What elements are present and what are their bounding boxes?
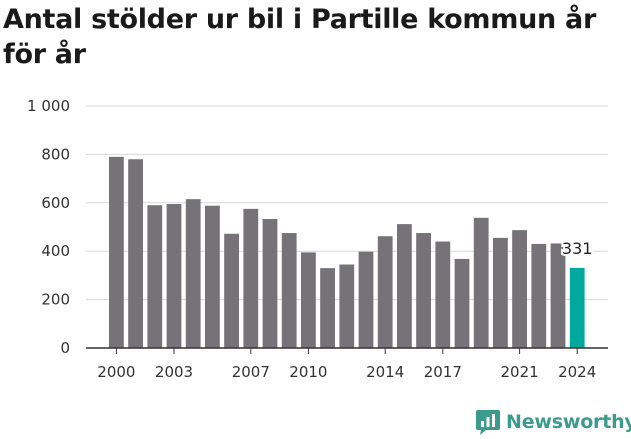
bar-2015 xyxy=(397,224,412,348)
bar-2004 xyxy=(185,199,201,348)
x-tick-label: 2003 xyxy=(155,363,193,381)
x-tick-labels: 2000 2003 2007 2010 2014 2017 2021 2024 xyxy=(97,363,596,381)
x-axis xyxy=(86,347,608,354)
data-label-2024: 331 xyxy=(562,239,593,258)
x-tick-label: 2007 xyxy=(232,363,270,381)
bar-2005 xyxy=(205,205,220,348)
bar-2006 xyxy=(224,233,239,348)
bar-2021 xyxy=(512,230,527,348)
newsworthy-logo: Newsworthy xyxy=(476,409,631,435)
y-tick-label: 200 xyxy=(41,291,70,309)
bar-2018 xyxy=(454,258,470,348)
bar-2000 xyxy=(109,156,124,348)
newsworthy-brand-name: Newsworthy xyxy=(506,411,631,433)
bar-2010 xyxy=(301,252,316,348)
y-tick-label: 0 xyxy=(60,339,70,357)
bar-2011 xyxy=(320,268,335,348)
y-tick-label: 400 xyxy=(41,242,70,260)
bars xyxy=(109,156,585,348)
y-tick-label: 600 xyxy=(41,194,70,212)
bar-2019 xyxy=(473,217,489,348)
bar-2009 xyxy=(281,233,297,348)
chart-title: Antal stölder ur bil i Partille kommun å… xyxy=(3,4,596,70)
bar-2002 xyxy=(147,205,163,348)
bar-2023 xyxy=(550,243,566,348)
y-tick-labels: 0 200 400 600 800 1 000 xyxy=(27,97,70,357)
annotations: 331 xyxy=(560,237,595,260)
x-tick-label: 2017 xyxy=(424,363,462,381)
bar-2020 xyxy=(493,237,508,348)
y-tick-label: 800 xyxy=(41,145,70,163)
x-tick-label: 2024 xyxy=(558,363,596,381)
x-tick-label: 2010 xyxy=(289,363,327,381)
bar-2017 xyxy=(435,241,451,348)
bar-2014 xyxy=(377,236,393,348)
bar-2003 xyxy=(166,204,182,348)
bar-2022 xyxy=(531,243,547,348)
bar-2024 xyxy=(569,267,585,348)
bar-2008 xyxy=(262,219,278,348)
bar-2001 xyxy=(128,159,143,348)
bar-2007 xyxy=(243,208,259,348)
x-tick-label: 2000 xyxy=(97,363,135,381)
y-tick-label: 1 000 xyxy=(27,97,70,115)
x-tick-label: 2021 xyxy=(501,363,539,381)
x-tick-label: 2014 xyxy=(366,363,404,381)
bar-2012 xyxy=(339,264,355,348)
bar-2013 xyxy=(358,251,374,348)
bar-2016 xyxy=(416,233,431,348)
newsworthy-logo-icon xyxy=(476,410,500,435)
